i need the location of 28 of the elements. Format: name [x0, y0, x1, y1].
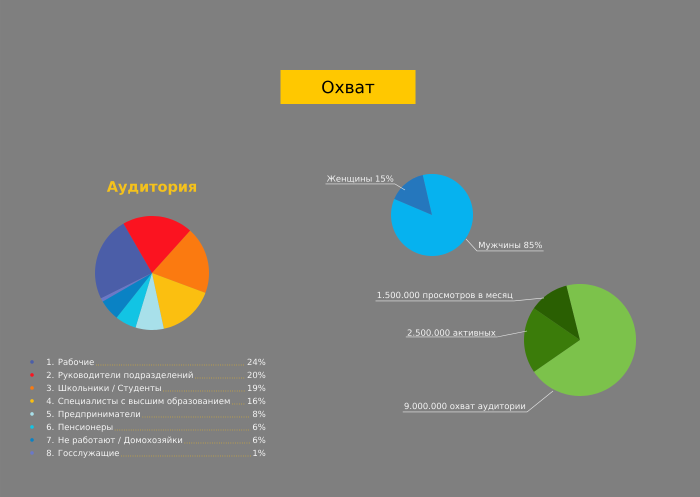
data-label: 1.500.000 — [378, 292, 420, 298]
slice-label: активных — [453, 330, 496, 336]
data-label: 6% — [252, 436, 266, 444]
data-label: 85% — [524, 242, 542, 248]
data-label: 8% — [252, 410, 266, 418]
legend-label: 4. Специалисты с высшим образованием — [46, 397, 230, 406]
legend-label: 1. Рабочие — [47, 358, 94, 366]
data-label: 9.000.000 — [404, 402, 446, 410]
legend-label: 5. Предприниматели — [46, 410, 140, 419]
chart-title: Аудитория — [106, 181, 196, 195]
legend-label: 3. Школьники / Студенты — [46, 384, 161, 393]
slice-label: Женщины — [326, 175, 372, 183]
slice-label: охват аудитории — [450, 404, 526, 411]
data-label: 24% — [248, 358, 266, 366]
data-label: 19% — [248, 384, 266, 392]
legend-label: 6. Пенсионеры — [46, 424, 112, 432]
chart-title: Охват — [322, 80, 374, 94]
legend-label: 8. Госслужащие — [46, 450, 120, 458]
data-label: 2.500.000 — [408, 329, 450, 336]
data-label: 15% — [376, 175, 394, 182]
data-label: 16% — [248, 398, 266, 404]
data-label: 6% — [252, 424, 266, 430]
data-label: 20% — [248, 372, 266, 378]
slice-label: Мужчины — [479, 242, 520, 250]
slice-label: просмотров в месяц — [423, 293, 512, 300]
legend-label: 7. Не работают / Домохозяйки — [46, 436, 182, 445]
legend-label: 2. Руководители подразделений — [46, 372, 193, 380]
data-label: 1% — [253, 450, 266, 456]
